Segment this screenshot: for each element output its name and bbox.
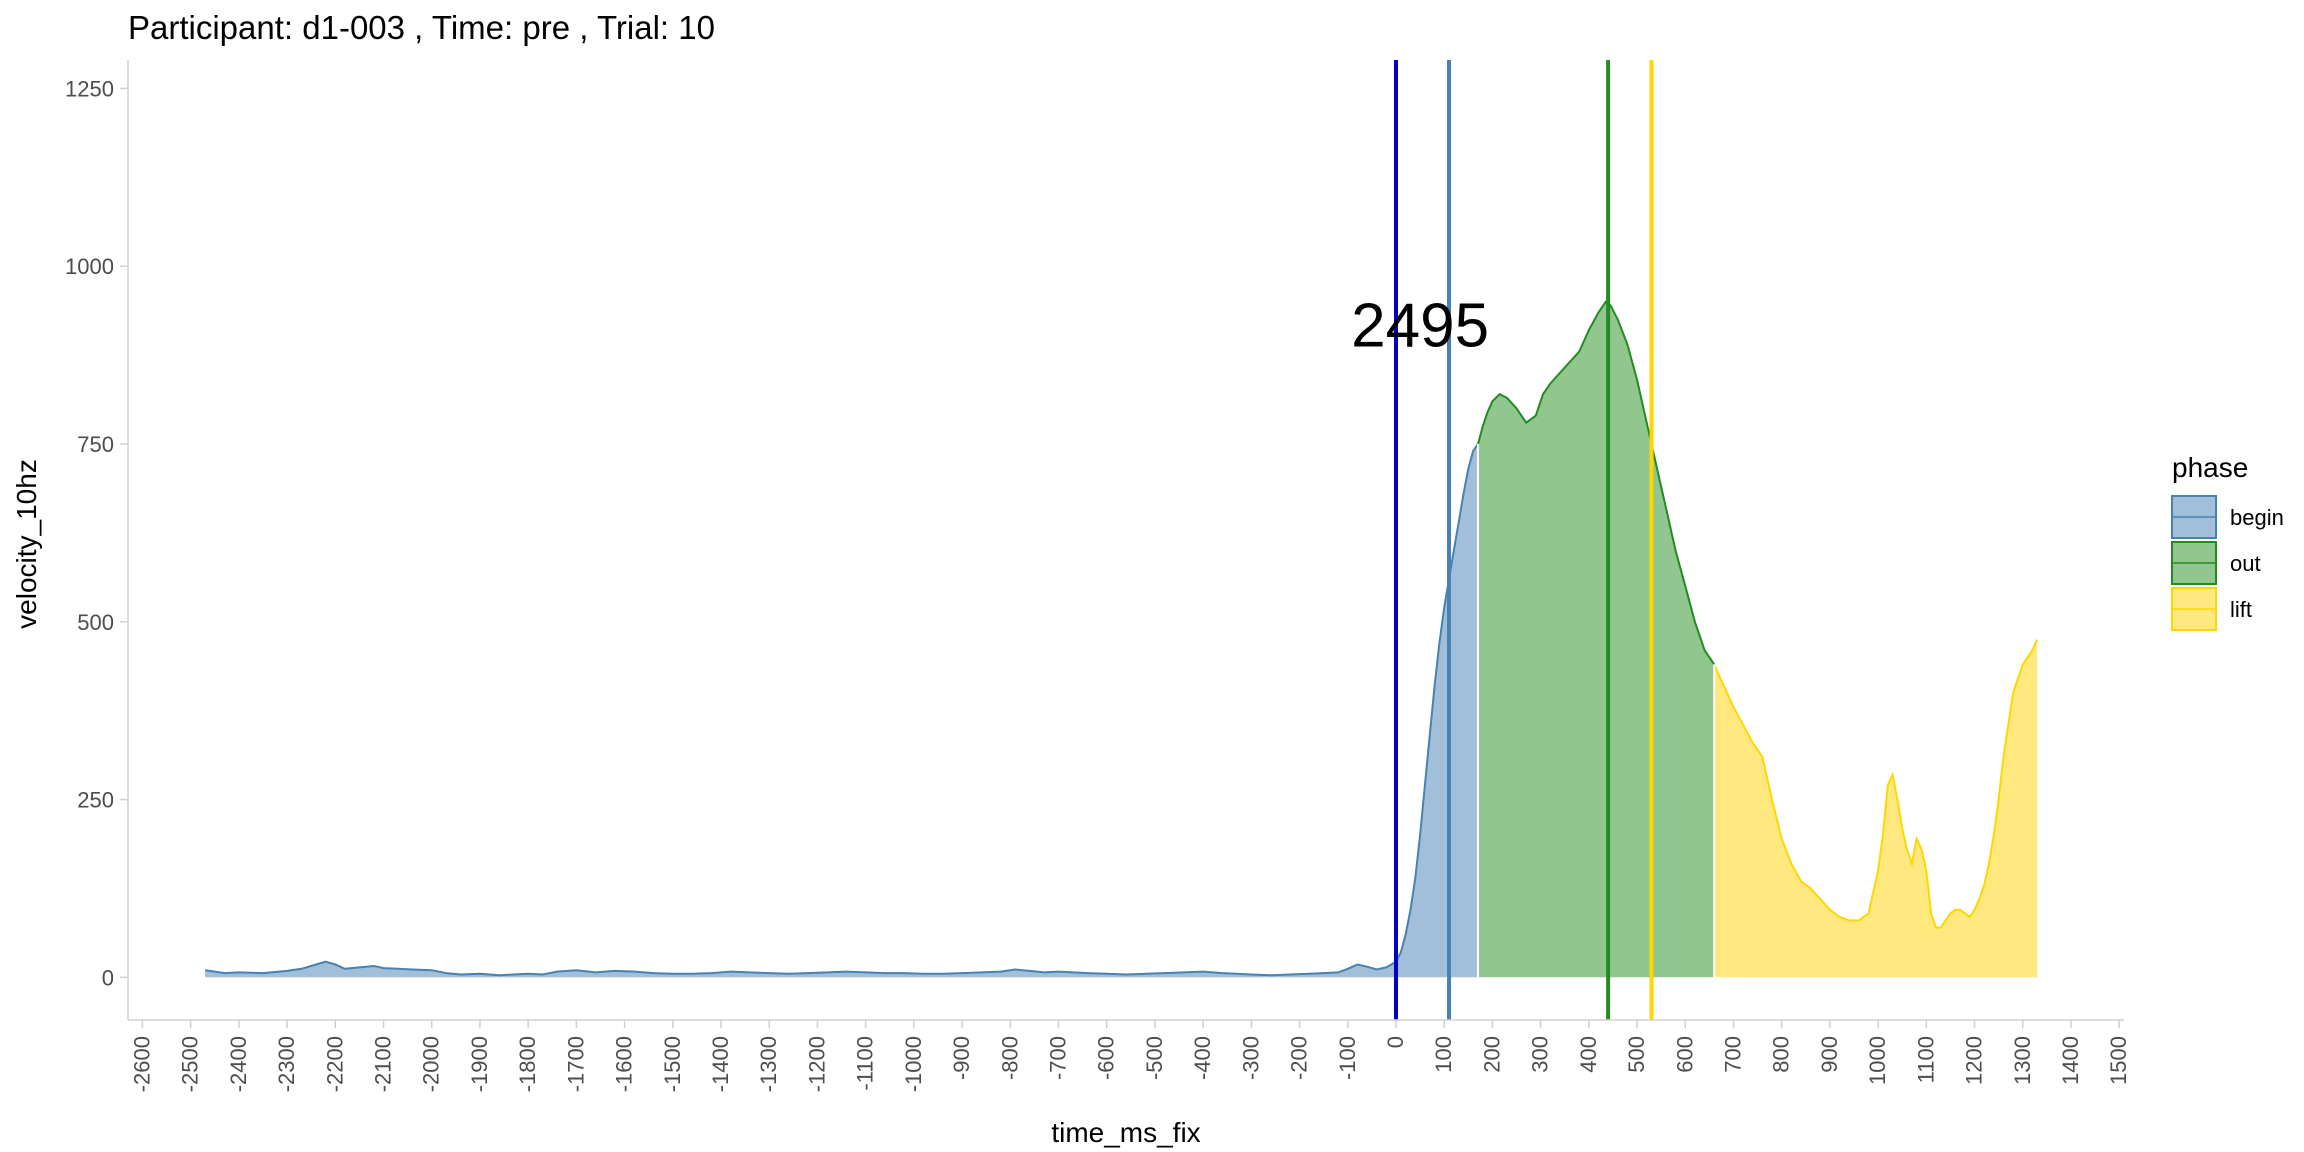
x-tick-label: 1500 [2106,1036,2131,1085]
x-tick-label: -2200 [322,1036,347,1092]
area-lift [1714,639,2038,978]
x-tick-label: -1900 [467,1036,492,1092]
x-tick-label: -2000 [419,1036,444,1092]
x-tick-label: -2300 [274,1036,299,1092]
x-tick-label: -700 [1046,1036,1071,1080]
x-tick-label: -100 [1335,1036,1360,1080]
event-lines [1393,60,1654,1020]
x-tick-label: -2600 [129,1036,154,1092]
area-begin [205,444,1479,978]
x-tick-label: 400 [1576,1036,1601,1073]
x-tick-label: 600 [1672,1036,1697,1073]
x-tick-label: -1200 [804,1036,829,1092]
x-tick-label: 1400 [2058,1036,2083,1085]
y-axis-title: velocity_10hz [11,459,42,629]
legend-title: phase [2172,452,2248,483]
x-tick-label: 0 [1383,1036,1408,1048]
x-axis-title: time_ms_fix [1051,1117,1200,1148]
phase-areas [204,300,2039,978]
x-tick-label: -600 [1094,1036,1119,1080]
legend-label-out: out [2230,551,2261,576]
x-axis: -2600 -2500 -2400 -2300 -2200 -2100 -2000 -1900… [128,1019,2131,1092]
line-out [1477,300,1716,665]
x-tick-label: -800 [997,1036,1022,1080]
x-tick-label: 300 [1528,1036,1553,1073]
x-tick-label: -1300 [756,1036,781,1092]
x-tick-label: -1000 [901,1036,926,1092]
annotation-label: 2495 [1351,292,1489,361]
x-tick-label: 1100 [1913,1036,1938,1083]
x-tick-label: 1300 [2010,1036,2035,1085]
annotations: 2495 [1351,292,1489,361]
x-tick-label: 500 [1624,1036,1649,1073]
y-tick-label: 0 [102,965,114,990]
x-tick-label: 100 [1431,1036,1456,1073]
area-out [1478,301,1715,978]
legend-label-begin: begin [2230,505,2284,530]
line-lift [1713,639,2039,929]
x-tick-label: -1600 [612,1036,637,1092]
y-tick-label: 500 [77,610,114,635]
x-tick-label: 700 [1720,1036,1745,1073]
x-tick-label: 200 [1479,1036,1504,1073]
x-tick-label: -900 [949,1036,974,1080]
x-tick-label: -300 [1238,1036,1263,1080]
x-tick-label: -500 [1142,1036,1167,1080]
legend: phase begin out lift [2171,452,2284,631]
legend-label-lift: lift [2230,597,2252,622]
y-tick-label: 1250 [65,76,114,101]
y-tick-label: 1000 [65,254,114,279]
x-tick-label: -2400 [226,1036,251,1092]
x-tick-label: 800 [1769,1036,1794,1073]
x-tick-label: -2500 [178,1036,203,1092]
x-tick-label: -2100 [371,1036,396,1092]
y-tick-label: 250 [77,788,114,813]
x-tick-label: 900 [1817,1036,1842,1073]
line-begin [204,443,1479,977]
x-tick-label: -1100 [853,1036,878,1091]
x-tick-label: -1400 [708,1036,733,1092]
x-tick-label: 1000 [1865,1036,1890,1085]
x-tick-label: -400 [1190,1036,1215,1080]
x-tick-label: -1800 [515,1036,540,1092]
y-axis: 0 250 500 750 1000 1250 [65,60,129,1020]
y-tick-label: 750 [77,432,114,457]
x-tick-label: -200 [1287,1036,1312,1080]
chart-title: Participant: d1-003 , Time: pre , Trial:… [128,9,715,46]
x-tick-label: -1700 [563,1036,588,1092]
x-tick-label: 1200 [1962,1036,1987,1085]
x-tick-label: -1500 [660,1036,685,1092]
